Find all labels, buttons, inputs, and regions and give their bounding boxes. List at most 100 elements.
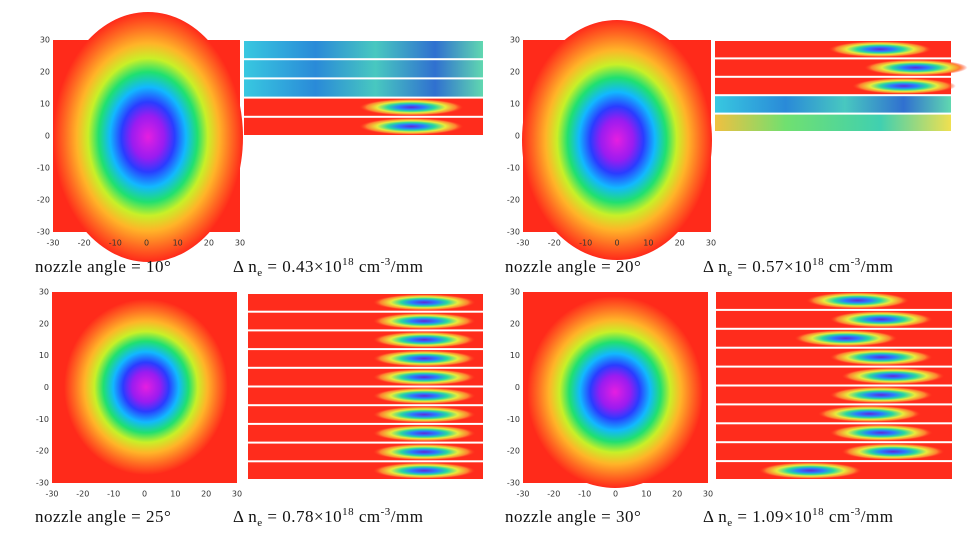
nozzle-caption: nozzle angle = 20° (505, 257, 641, 276)
x-tick-label: 30 (235, 239, 245, 248)
unit-exponent: -3 (851, 506, 861, 518)
plasma-plume (829, 310, 934, 328)
plasma-plume (829, 424, 934, 442)
exponent: 18 (342, 506, 354, 518)
x-tick-label: -30 (516, 490, 529, 499)
y-tick-label: 0 (515, 132, 520, 141)
x-tick-label: -20 (76, 490, 89, 499)
delta-value: = 0.57×10 (733, 257, 812, 276)
y-tick-label: 20 (39, 319, 49, 328)
plasma-plume (372, 424, 476, 442)
plasma-plume (358, 98, 464, 116)
panel: -30 -30 -20 -20 -10 -10 0 0 10 10 20 20 30 30 nozzle a… (505, 288, 952, 529)
y-tick-label: -30 (507, 228, 520, 237)
plasma-plume (372, 331, 476, 349)
x-tick-label: -30 (46, 239, 59, 248)
delta-subscript: e (257, 267, 262, 279)
y-tick-label: -20 (36, 447, 49, 456)
unit-exponent: -3 (851, 256, 861, 268)
plasma-plume (358, 117, 464, 135)
delta-value: = 1.09×10 (733, 507, 812, 526)
unit-suffix: /mm (861, 507, 894, 526)
y-tick-label: 30 (40, 36, 50, 45)
delta-symbol: Δ n (703, 507, 727, 526)
delta-symbol: Δ n (703, 257, 727, 276)
plasma-plume (828, 41, 933, 58)
plasma-plume (372, 387, 476, 405)
x-tick-label: 20 (672, 490, 682, 499)
y-tick-label: -10 (36, 415, 49, 424)
y-tick-label: -20 (507, 196, 520, 205)
delta-symbol: Δ n (233, 257, 257, 276)
delta-value: = 0.78×10 (263, 507, 342, 526)
x-tick-label: 0 (613, 490, 618, 499)
plasma-plume (841, 367, 945, 385)
x-tick-label: -10 (107, 490, 120, 499)
unit: cm (354, 257, 381, 276)
x-tick-label: -30 (45, 490, 58, 499)
x-tick-label: 30 (706, 239, 716, 248)
density-caption: Δ ne = 0.57×1018 cm-3/mm (703, 256, 893, 279)
x-tick-label: 0 (144, 239, 149, 248)
y-tick-label: -30 (37, 228, 50, 237)
x-tick-label: 10 (643, 239, 653, 248)
panel: -30 -30 -20 -20 -10 -10 0 0 10 10 20 20 30 30 nozzle a… (35, 288, 483, 529)
heatmap-spot (522, 20, 712, 260)
delta-subscript: e (257, 517, 262, 529)
plasma-plume (793, 329, 898, 347)
panel: -30 -30 -20 -20 -10 -10 0 0 10 10 20 20 30 30 nozzle a… (505, 20, 968, 279)
y-tick-label: 10 (510, 100, 520, 109)
y-tick-label: 30 (510, 288, 520, 297)
x-tick-label: 10 (173, 239, 183, 248)
plasma-plume (372, 294, 476, 311)
delta-subscript: e (727, 267, 732, 279)
y-tick-label: 30 (510, 36, 520, 45)
density-caption: Δ ne = 0.78×1018 cm-3/mm (233, 506, 423, 529)
heatmap-spot (53, 12, 243, 262)
nozzle-caption: nozzle angle = 25° (35, 507, 171, 526)
plasma-plume (372, 312, 476, 330)
x-tick-label: 0 (142, 490, 147, 499)
unit: cm (354, 507, 381, 526)
y-tick-label: 0 (45, 132, 50, 141)
x-tick-label: -10 (109, 239, 122, 248)
y-tick-label: -10 (507, 164, 520, 173)
x-tick-label: -20 (548, 239, 561, 248)
exponent: 18 (812, 506, 824, 518)
unit-exponent: -3 (381, 256, 391, 268)
y-tick-label: 20 (510, 319, 520, 328)
plasma-plume (372, 368, 476, 386)
interferogram-strip (715, 114, 951, 131)
exponent: 18 (342, 256, 354, 268)
plasma-plume (372, 443, 476, 461)
plasma-plume (851, 77, 956, 95)
unit-suffix: /mm (391, 257, 424, 276)
plasma-plume (863, 59, 968, 76)
x-tick-label: -10 (579, 239, 592, 248)
x-tick-label: 30 (703, 490, 713, 499)
plasma-plume (829, 348, 934, 366)
y-tick-label: -20 (507, 447, 520, 456)
x-tick-label: 30 (232, 490, 242, 499)
x-tick-label: -20 (78, 239, 91, 248)
plasma-plume (841, 443, 945, 461)
delta-subscript: e (727, 517, 732, 529)
y-tick-label: -10 (37, 164, 50, 173)
x-tick-label: -10 (578, 490, 591, 499)
unit-suffix: /mm (861, 257, 894, 276)
delta-value: = 0.43×10 (263, 257, 342, 276)
y-tick-label: -20 (37, 196, 50, 205)
plasma-plume (372, 350, 476, 367)
heatmap-spot (527, 296, 703, 488)
interferogram-strip (715, 96, 951, 113)
unit-suffix: /mm (391, 507, 424, 526)
y-tick-label: 0 (44, 383, 49, 392)
x-tick-label: 0 (614, 239, 619, 248)
x-tick-label: 20 (675, 239, 685, 248)
density-caption: Δ ne = 1.09×1018 cm-3/mm (703, 506, 893, 529)
y-tick-label: 20 (40, 68, 50, 77)
density-caption: Δ ne = 0.43×1018 cm-3/mm (233, 256, 423, 279)
x-tick-label: 10 (641, 490, 651, 499)
plasma-plume (372, 406, 476, 423)
